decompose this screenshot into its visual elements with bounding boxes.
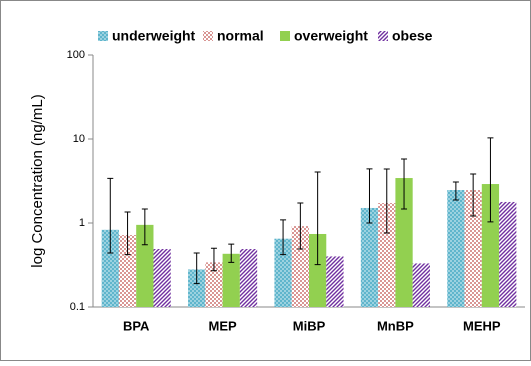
bar bbox=[309, 233, 327, 307]
legend-label: normal bbox=[217, 28, 264, 44]
bar bbox=[326, 256, 344, 307]
bar bbox=[464, 190, 482, 307]
legend-label: obese bbox=[392, 28, 433, 44]
y-axis-title: log Concentration (ng/mL) bbox=[29, 94, 46, 267]
error-bar bbox=[487, 137, 494, 223]
x-tick-label: MEHP bbox=[463, 318, 501, 333]
legend-swatch bbox=[98, 31, 108, 41]
error-bar bbox=[366, 168, 373, 224]
bar bbox=[188, 269, 206, 307]
legend-label: overweight bbox=[294, 28, 368, 44]
error-bar bbox=[401, 158, 408, 210]
bar bbox=[447, 190, 465, 307]
bar bbox=[274, 238, 292, 307]
error-bar bbox=[280, 219, 287, 256]
legend-swatch bbox=[280, 31, 290, 41]
bar bbox=[291, 226, 309, 307]
bar bbox=[395, 178, 413, 307]
y-tick-label: 10 bbox=[73, 133, 85, 145]
x-tick-label: MEP bbox=[209, 318, 238, 333]
bar bbox=[412, 263, 430, 307]
legend-swatch bbox=[203, 31, 213, 41]
error-bar bbox=[124, 211, 131, 256]
y-tick-label: 100 bbox=[67, 49, 85, 61]
error-bar bbox=[228, 243, 235, 263]
bar bbox=[360, 207, 379, 307]
error-bar bbox=[452, 181, 459, 201]
bar bbox=[222, 253, 240, 307]
x-tick-label: MiBP bbox=[293, 318, 326, 333]
y-tick-label: 1 bbox=[79, 217, 85, 229]
x-tick-label: BPA bbox=[123, 318, 150, 333]
error-bar bbox=[210, 247, 217, 272]
error-bar bbox=[297, 202, 304, 250]
error-bar bbox=[107, 177, 114, 254]
error-bar bbox=[193, 252, 200, 285]
bar bbox=[499, 201, 517, 307]
legend-swatch bbox=[378, 31, 388, 41]
error-bar bbox=[383, 168, 390, 234]
error-bar bbox=[314, 171, 321, 266]
y-tick-label: 0.1 bbox=[70, 301, 85, 313]
bar bbox=[136, 224, 154, 307]
error-bar bbox=[470, 173, 477, 217]
bar bbox=[481, 184, 500, 307]
bar bbox=[239, 249, 258, 307]
error-bar bbox=[141, 208, 148, 246]
legend-label: underweight bbox=[112, 28, 196, 44]
bar bbox=[118, 234, 137, 307]
x-tick-label: MnBP bbox=[377, 318, 414, 333]
bar bbox=[153, 249, 171, 307]
bar bbox=[205, 262, 223, 307]
bar bbox=[101, 229, 119, 307]
bar bbox=[378, 203, 396, 307]
